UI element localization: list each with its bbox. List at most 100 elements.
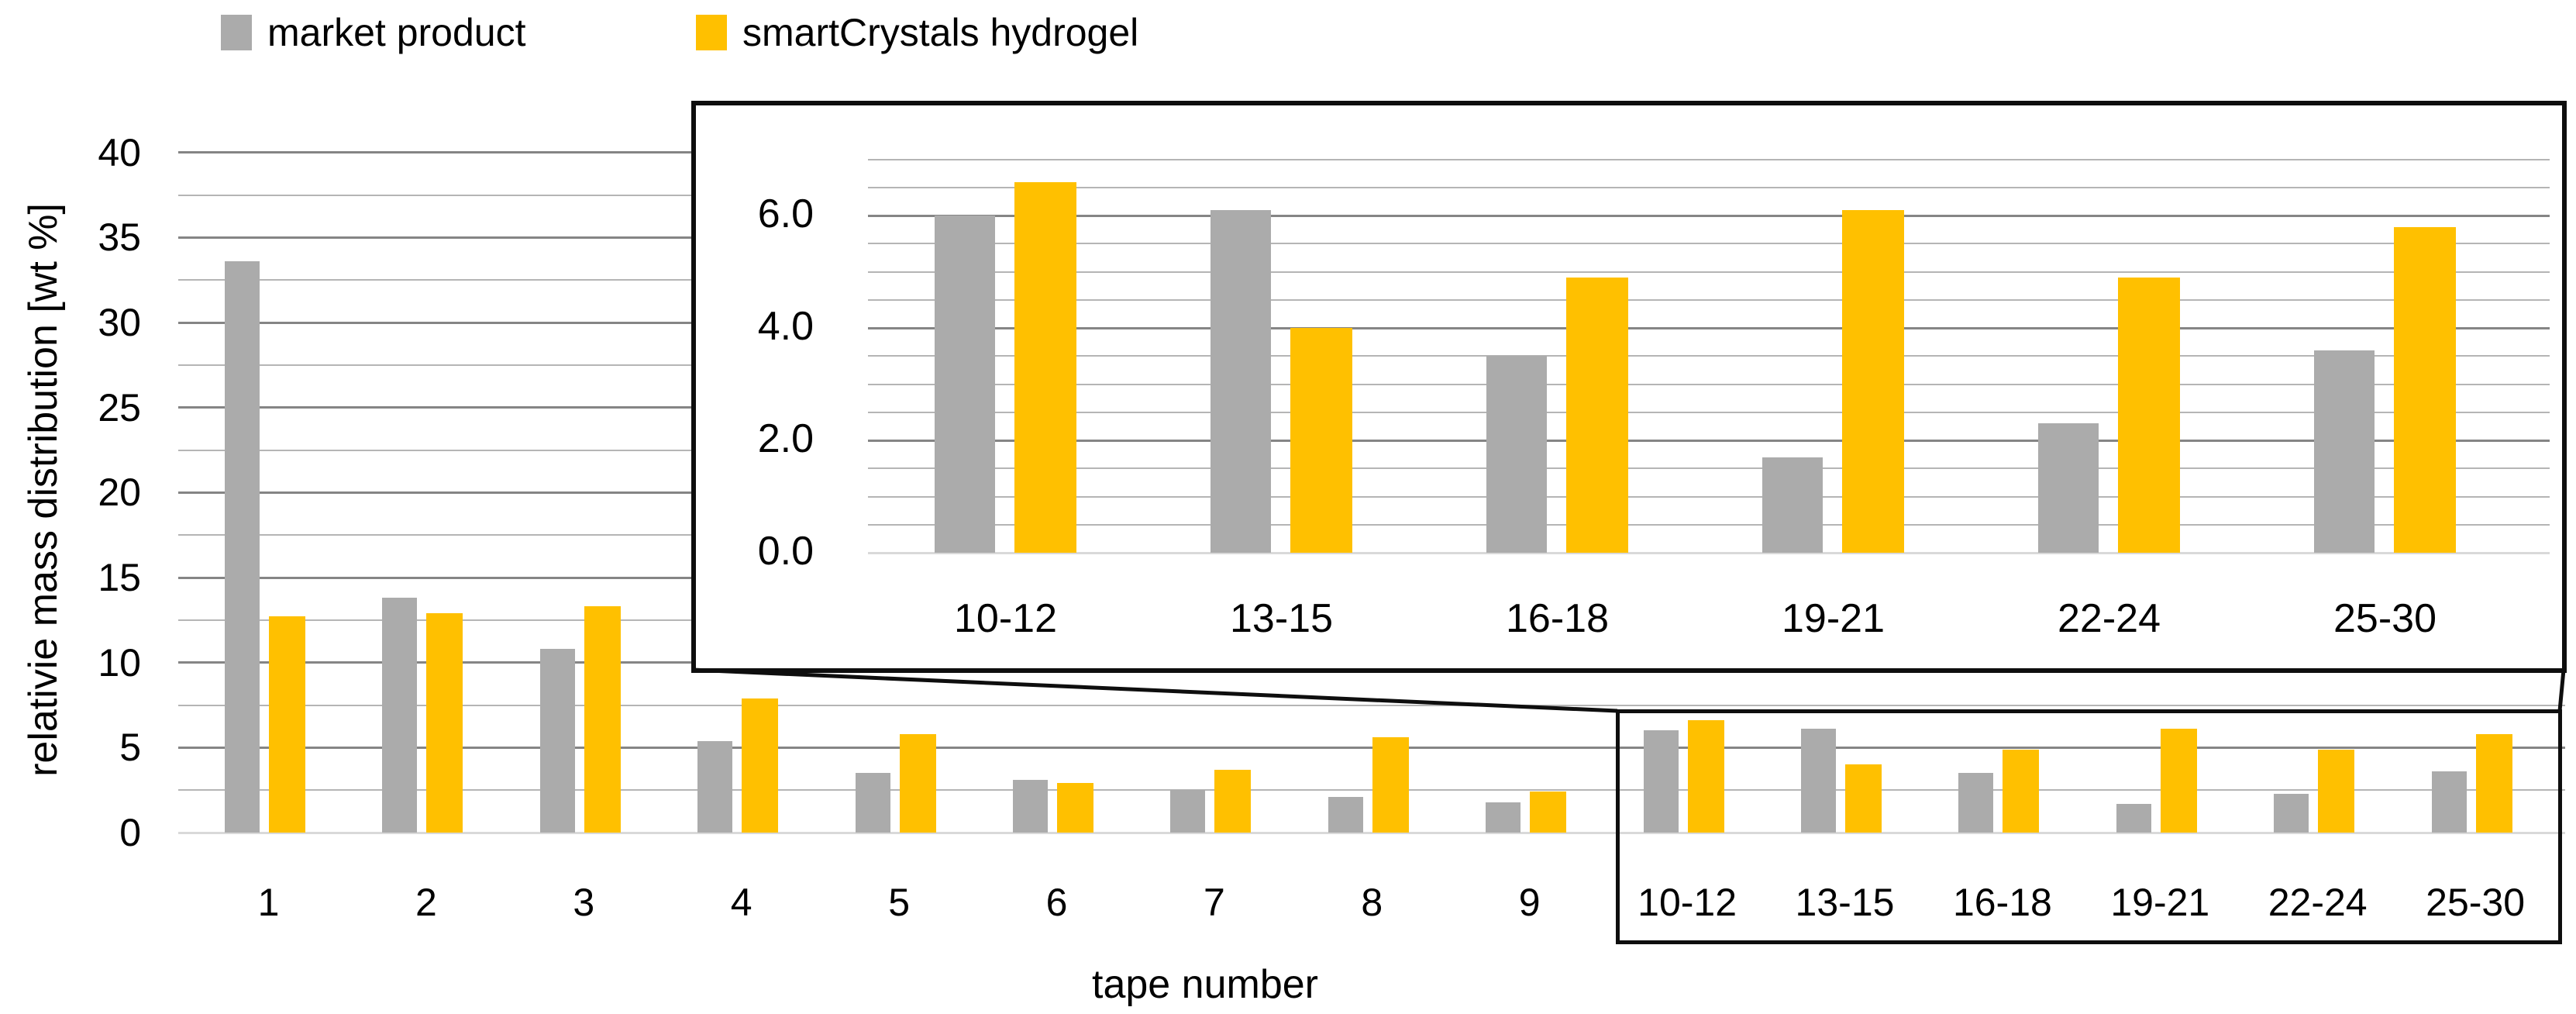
legend-item-market-product: market product	[221, 11, 525, 54]
inset-chart-box	[691, 101, 2567, 673]
bar-smartcrystals-hydrogel	[1845, 764, 1882, 833]
inset-grid-line	[868, 467, 2550, 470]
inset-grid-line	[868, 439, 2550, 442]
bar-smartcrystals-hydrogel	[1530, 792, 1567, 833]
bar-market-product	[697, 740, 733, 833]
inset-grid-line	[868, 186, 2550, 188]
inset-x-tick-label: 25-30	[2333, 596, 2437, 641]
bar-market-product	[2274, 793, 2309, 833]
inset-bar-market-product	[2314, 350, 2375, 553]
inset-bar-smartcrystals-hydrogel	[2118, 277, 2180, 553]
inset-grid-line	[868, 158, 2550, 160]
main-x-tick-label: 9	[1518, 881, 1541, 924]
bar-market-product	[1958, 773, 1994, 833]
main-x-tick-label: 6	[1045, 881, 1068, 924]
x-axis-title: tape number	[1092, 962, 1318, 1007]
legend-swatch-market-product	[221, 15, 252, 50]
inset-bar-smartcrystals-hydrogel	[1290, 328, 1352, 553]
main-y-tick-label: 0	[119, 811, 141, 854]
inset-x-tick-label: 22-24	[2058, 596, 2161, 641]
inset-y-tick-label: 4.0	[757, 304, 814, 349]
inset-bar-market-product	[1211, 209, 1271, 553]
inset-x-tick-label: 13-15	[1230, 596, 1333, 641]
main-x-tick-label: 1	[257, 881, 280, 924]
inset-y-tick-label: 6.0	[757, 191, 814, 236]
inset-grid-line	[868, 523, 2550, 526]
main-x-tick-label: 22-24	[2268, 881, 2368, 924]
inset-x-tick-label: 10-12	[954, 596, 1057, 641]
bar-market-product	[1643, 730, 1679, 833]
inset-x-tick-label: 16-18	[1506, 596, 1609, 641]
main-x-tick-label: 10-12	[1638, 881, 1737, 924]
main-x-tick-label: 7	[1203, 881, 1225, 924]
inset-grid-line	[868, 383, 2550, 385]
main-y-tick-label: 20	[98, 471, 141, 515]
legend-label-smartcrystals-hydrogel: smartCrystals hydrogel	[742, 11, 1139, 54]
bar-smartcrystals-hydrogel	[584, 606, 621, 833]
bar-market-product	[1013, 780, 1048, 833]
inset-bar-smartcrystals-hydrogel	[1014, 181, 1076, 553]
inset-grid-line	[868, 243, 2550, 245]
main-grid-line	[178, 746, 2565, 749]
legend-label-market-product: market product	[267, 11, 526, 54]
bar-market-product	[539, 649, 575, 833]
inset-grid-line	[868, 326, 2550, 329]
inset-bar-market-product	[2038, 423, 2099, 553]
main-x-tick-label: 8	[1361, 881, 1383, 924]
bar-market-product	[382, 598, 418, 833]
bar-smartcrystals-hydrogel	[1372, 737, 1409, 833]
bar-market-product	[1486, 802, 1521, 833]
inset-grid-line	[868, 411, 2550, 413]
main-baseline	[178, 831, 2565, 834]
inset-bar-smartcrystals-hydrogel	[1566, 277, 1628, 553]
main-x-tick-label: 19-21	[2110, 881, 2210, 924]
main-y-tick-label: 35	[98, 216, 141, 260]
main-x-tick-label: 13-15	[1795, 881, 1895, 924]
y-axis-title: relativie mass distribution [wt %]	[21, 203, 66, 777]
inset-baseline	[868, 551, 2550, 554]
inset-y-tick-label: 0.0	[757, 529, 814, 574]
main-x-tick-label: 2	[415, 881, 437, 924]
main-y-tick-label: 30	[98, 301, 141, 345]
bar-smartcrystals-hydrogel	[2003, 749, 2040, 833]
bar-market-product	[225, 261, 260, 833]
main-x-tick-label: 3	[573, 881, 595, 924]
bar-smartcrystals-hydrogel	[2160, 729, 2197, 833]
zoom-source-rectangle	[1616, 709, 2562, 944]
bar-smartcrystals-hydrogel	[1057, 783, 1093, 833]
main-y-tick-label: 25	[98, 385, 141, 429]
main-grid-line	[178, 789, 2565, 792]
main-y-tick-label: 15	[98, 556, 141, 600]
inset-bar-smartcrystals-hydrogel	[2394, 226, 2456, 553]
inset-grid-line	[868, 298, 2550, 301]
main-y-tick-label: 5	[119, 726, 141, 770]
bar-market-product	[2431, 771, 2467, 833]
inset-grid-line	[868, 271, 2550, 273]
bar-smartcrystals-hydrogel	[426, 613, 463, 833]
main-x-tick-label: 16-18	[1952, 881, 2052, 924]
inset-bar-market-product	[935, 216, 995, 553]
main-x-tick-label: 5	[888, 881, 910, 924]
inset-grid-line	[868, 495, 2550, 498]
bar-market-product	[855, 773, 890, 833]
inset-bar-market-product	[1762, 457, 1823, 553]
main-x-tick-label: 25-30	[2426, 881, 2526, 924]
inset-x-tick-label: 19-21	[1782, 596, 1885, 641]
main-x-tick-label: 4	[730, 881, 752, 924]
bar-smartcrystals-hydrogel	[899, 733, 936, 833]
bar-market-product	[1170, 790, 1206, 833]
legend-swatch-smartcrystals-hydrogel	[696, 15, 727, 50]
main-y-tick-label: 40	[98, 130, 141, 174]
bar-market-product	[1328, 796, 1363, 833]
bar-smartcrystals-hydrogel	[1214, 769, 1252, 833]
bar-smartcrystals-hydrogel	[269, 616, 305, 833]
bar-smartcrystals-hydrogel	[2318, 749, 2355, 833]
bar-market-product	[1801, 729, 1836, 833]
bar-market-product	[2116, 803, 2151, 833]
inset-grid-line	[868, 214, 2550, 217]
inset-bar-market-product	[1486, 356, 1547, 553]
